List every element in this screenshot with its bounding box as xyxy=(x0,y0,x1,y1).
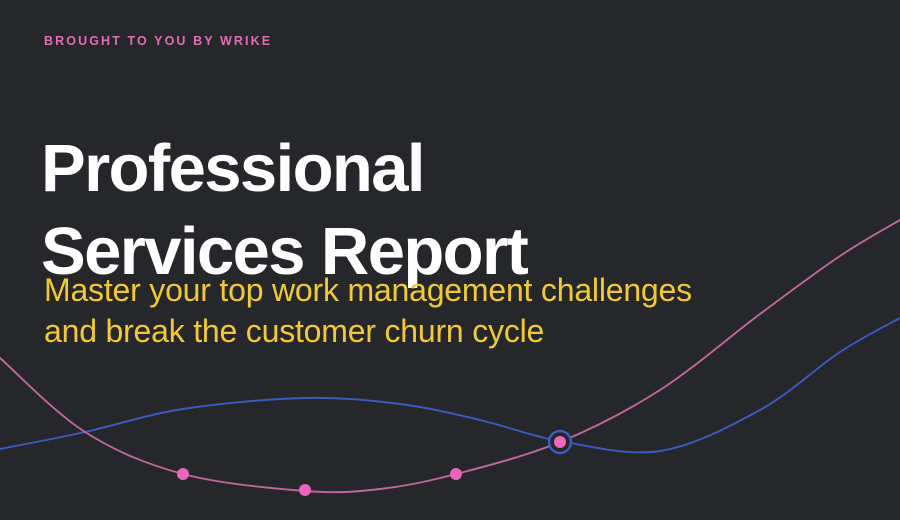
data-point-dot xyxy=(177,468,189,480)
pink-data-point-group xyxy=(177,468,462,496)
data-point-dot xyxy=(450,468,462,480)
page-title-line-2: Services Report xyxy=(41,213,529,289)
page-title: Professional Services Report xyxy=(41,127,741,293)
page-subtitle: Master your top work management challeng… xyxy=(44,270,864,352)
data-point-dot xyxy=(299,484,311,496)
page-title-line-1: Professional xyxy=(41,130,426,206)
page-subtitle-line-2: and break the customer churn cycle xyxy=(44,313,545,349)
highlighted-data-point xyxy=(547,429,573,455)
brand-eyebrow-label: BROUGHT TO YOU BY WRIKE xyxy=(44,34,273,48)
blue-curve-path xyxy=(0,317,900,454)
chart-series-blue xyxy=(0,317,900,454)
highlight-marker-core xyxy=(554,436,566,448)
highlight-marker-ring xyxy=(547,429,573,455)
page-subtitle-line-1: Master your top work management challeng… xyxy=(44,272,692,308)
